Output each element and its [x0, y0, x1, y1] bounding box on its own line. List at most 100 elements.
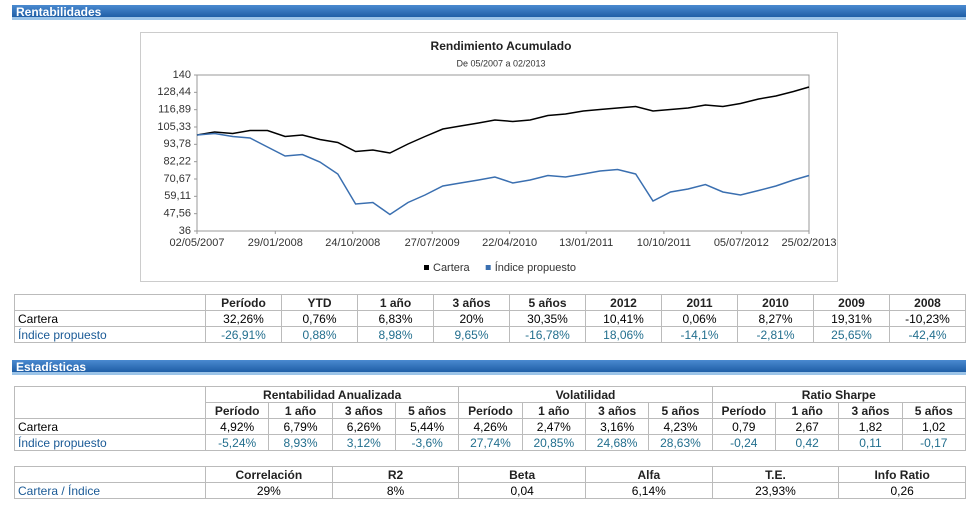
column-header: Info Ratio	[838, 466, 966, 483]
y-tick-label: 70,67	[163, 173, 191, 185]
table-cell: 8%	[331, 482, 460, 499]
table-cell: 3,16%	[584, 418, 650, 435]
chart-title: Rendimiento Acumulado	[431, 39, 572, 53]
table-cell: -3,6%	[394, 434, 460, 451]
table-row: Correlación R2 Beta Alfa T.E. Info Ratio	[14, 466, 966, 483]
table-cell: 6,79%	[268, 418, 333, 435]
table-cell: 0,76%	[281, 310, 358, 327]
column-header: YTD	[281, 294, 358, 311]
column-header: R2	[331, 466, 460, 483]
group-header: Rentabilidad Anualizada	[204, 386, 460, 403]
x-tick-label: 29/01/2008	[248, 237, 303, 249]
table-cell: 1,02	[901, 418, 967, 435]
x-tick-label: 13/01/2011	[559, 237, 613, 249]
table-cell: -5,24%	[204, 434, 270, 451]
table-cell: 19,31%	[813, 310, 890, 327]
table-row: Cartera 4,92% 6,79% 6,26% 5,44% 4,26% 2,47% 3,1…	[14, 418, 967, 435]
column-header: 5 años	[509, 294, 586, 311]
table-row: Período 1 año 3 años 5 años Período 1 año 3 añ…	[15, 402, 967, 419]
table-cell: 25,65%	[813, 326, 890, 343]
row-label: Cartera	[14, 418, 206, 435]
table-cell: 30,35%	[509, 310, 586, 327]
table-cell: 6,14%	[584, 482, 713, 499]
column-header: Alfa	[584, 466, 713, 483]
table-cell: 8,93%	[268, 434, 333, 451]
corner-cell	[14, 386, 206, 419]
table-cell: -2,81%	[737, 326, 814, 343]
table-cell: 24,68%	[584, 434, 650, 451]
group-header: Ratio Sharpe	[711, 386, 967, 403]
table-cell: 8,98%	[357, 326, 434, 343]
table-cell: -0,17	[901, 434, 967, 451]
table-cell: 3,12%	[331, 434, 396, 451]
table-cell: 18,06%	[585, 326, 662, 343]
table-cell: -16,78%	[509, 326, 586, 343]
column-header: 1 año	[521, 402, 586, 419]
table-cell: -42,4%	[889, 326, 966, 343]
legend-label: Cartera	[433, 262, 471, 274]
column-header: 5 años	[394, 402, 460, 419]
column-header: 5 años	[648, 402, 713, 419]
table-cell: 0,06%	[661, 310, 738, 327]
table-cell: 0,11	[838, 434, 903, 451]
y-tick-label: 82,22	[163, 156, 191, 168]
corner-cell	[14, 466, 206, 483]
table-cell: 2,47%	[521, 418, 586, 435]
column-header: Período	[204, 402, 270, 419]
table-cell: 20%	[433, 310, 510, 327]
column-header: 3 años	[584, 402, 650, 419]
table-cell: 0,42	[774, 434, 840, 451]
x-tick-label: 22/04/2010	[482, 237, 537, 249]
table-cell: 0,26	[838, 482, 966, 499]
table-row: Cartera / Índice 29% 8% 0,04 6,14% 23,93% 0,26	[14, 482, 966, 499]
column-header: Beta	[458, 466, 586, 483]
column-header: 1 año	[774, 402, 840, 419]
legend-label: Índice propuesto	[495, 261, 576, 274]
chart: Rendimiento Acumulado De 05/2007 a 02/20…	[157, 39, 836, 274]
y-tick-label: 105,33	[157, 121, 191, 133]
table-cell: 0,04	[458, 482, 586, 499]
returns-table: Período YTD 1 año 3 años 5 años 2012 2011 2010 2…	[14, 294, 966, 343]
table-cell: 0,88%	[281, 326, 358, 343]
correlation-table: Correlación R2 Beta Alfa T.E. Info Ratio Carte…	[14, 466, 966, 499]
table-cell: 1,82	[838, 418, 903, 435]
column-header: 2011	[661, 294, 738, 311]
column-header: 1 año	[268, 402, 333, 419]
row-label[interactable]: Cartera / Índice	[14, 482, 206, 499]
table-cell: 32,26%	[205, 310, 282, 327]
table-cell: 5,44%	[394, 418, 460, 435]
column-header: Período	[711, 402, 776, 419]
row-label[interactable]: Índice propuesto	[14, 434, 206, 451]
table-cell: -26,91%	[205, 326, 282, 343]
row-label[interactable]: Índice propuesto	[14, 326, 206, 343]
column-header: 3 años	[331, 402, 396, 419]
y-tick-label: 36	[179, 225, 191, 237]
group-header: Volatilidad	[458, 386, 713, 403]
chart-box: Rendimiento Acumulado De 05/2007 a 02/20…	[140, 32, 838, 282]
stats-table: Rentabilidad Anualizada Volatilidad Ratio …	[14, 386, 967, 451]
y-tick-label: 116,89	[158, 104, 191, 116]
table-row: Cartera 32,26% 0,76% 6,83% 20% 30,35% 10,41% 0,…	[14, 310, 966, 327]
column-header: Período	[205, 294, 282, 311]
table-cell: -10,23%	[889, 310, 966, 327]
table-cell: 10,41%	[585, 310, 662, 327]
table-cell: 28,63%	[648, 434, 713, 451]
table-cell: 4,23%	[648, 418, 713, 435]
table-cell: 23,93%	[711, 482, 840, 499]
column-header: 1 año	[357, 294, 434, 311]
x-tick-label: 05/07/2012	[714, 237, 769, 249]
table-row: Índice propuesto -26,91% 0,88% 8,98% 9,65% -1…	[14, 326, 966, 343]
table-cell: 6,26%	[331, 418, 396, 435]
table-cell: 20,85%	[521, 434, 586, 451]
table-cell: 6,83%	[357, 310, 434, 327]
column-header: 5 años	[901, 402, 967, 419]
column-header: 2008	[889, 294, 966, 311]
table-cell: 4,26%	[458, 418, 523, 435]
section-header: Rentabilidades	[12, 5, 966, 20]
table-cell: 27,74%	[458, 434, 523, 451]
table-row: Período YTD 1 año 3 años 5 años 2012 2011 2010 2…	[14, 294, 966, 311]
column-header: Período	[458, 402, 523, 419]
y-tick-label: 140	[173, 69, 191, 81]
chart-subtitle: De 05/2007 a 02/2013	[456, 58, 545, 68]
